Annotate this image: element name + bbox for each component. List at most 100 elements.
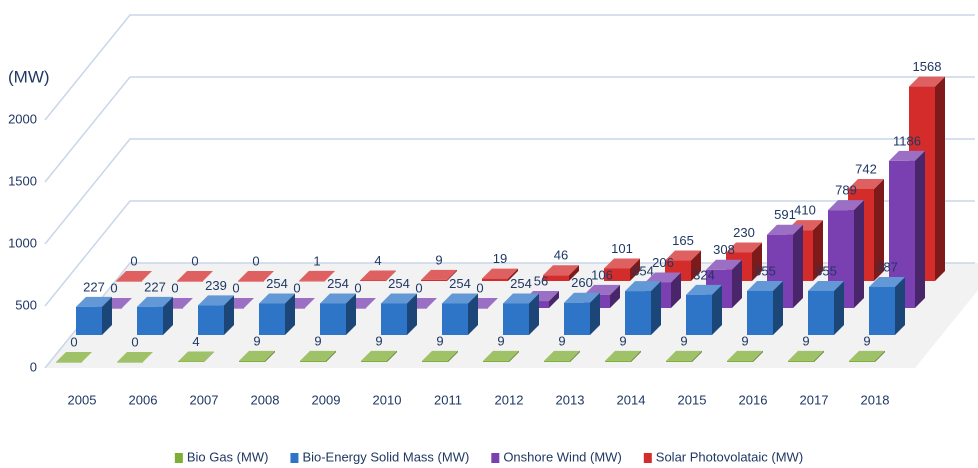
bar-top <box>727 350 763 361</box>
data-label: 227 <box>144 279 166 294</box>
bar <box>299 280 325 282</box>
bar-side <box>895 277 905 335</box>
data-label: 9 <box>497 333 504 348</box>
legend-marker <box>643 453 652 463</box>
bar <box>666 360 692 362</box>
bar-side <box>570 350 580 362</box>
data-label: 254 <box>388 276 410 291</box>
y-tick-label: 0 <box>30 359 37 374</box>
bar <box>849 360 875 362</box>
bar-side <box>102 296 112 335</box>
data-label: 101 <box>611 241 633 256</box>
data-label: 789 <box>835 183 857 198</box>
data-label: 0 <box>110 280 117 295</box>
bar-side <box>692 350 702 362</box>
bar-side <box>915 150 925 308</box>
x-tick-label: 2018 <box>861 392 890 407</box>
data-label: 46 <box>554 248 568 263</box>
data-label: 254 <box>510 276 532 291</box>
data-label: 9 <box>802 333 809 348</box>
data-label: 227 <box>83 279 105 294</box>
bar-top <box>503 293 539 304</box>
bar <box>442 303 468 335</box>
x-tick-label: 2011 <box>434 392 462 407</box>
y-axis-label: (MW) <box>8 67 50 86</box>
bar-top <box>381 293 417 304</box>
bar-side <box>631 350 641 362</box>
data-label: 254 <box>449 276 471 291</box>
bar-top <box>299 270 335 281</box>
bar-side <box>712 284 722 335</box>
bar-side <box>732 259 742 308</box>
bar-side <box>610 284 620 308</box>
bar <box>239 360 265 362</box>
bar-side <box>285 293 295 335</box>
data-label: 1 <box>313 253 320 268</box>
grid-line <box>44 200 975 307</box>
bar-top <box>178 351 214 362</box>
bar-top <box>909 76 945 87</box>
bar-top <box>137 296 173 307</box>
bar-side <box>813 220 823 281</box>
x-tick-label: 2017 <box>800 392 829 407</box>
x-tick-label: 2015 <box>678 392 707 407</box>
data-label: 410 <box>794 203 816 218</box>
bar-top <box>300 350 336 361</box>
bar <box>421 279 447 281</box>
data-label: 239 <box>205 278 227 293</box>
x-tick-label: 2006 <box>129 392 158 407</box>
bar-top <box>238 271 274 281</box>
legend-marker <box>174 453 183 463</box>
data-label: 9 <box>558 333 565 348</box>
bar <box>422 360 448 362</box>
bar-side <box>386 270 396 281</box>
data-label: 0 <box>70 334 77 349</box>
y-tick-label: 2000 <box>8 111 37 126</box>
bar-side <box>651 281 661 335</box>
bar-top <box>889 150 925 161</box>
bar-side <box>793 224 803 308</box>
y-tick-label: 500 <box>15 297 37 312</box>
grid-line <box>44 14 975 121</box>
bar <box>869 287 895 335</box>
legend-marker <box>290 453 299 463</box>
bar-side <box>569 265 579 281</box>
data-label: 19 <box>493 251 507 266</box>
bar-side <box>325 270 335 281</box>
data-label: 9 <box>619 333 626 348</box>
bar-side <box>387 350 397 362</box>
bar-side <box>529 293 539 335</box>
bar-side <box>468 293 478 335</box>
grid-line <box>44 76 975 183</box>
bar-top <box>645 272 681 283</box>
bar-side <box>753 350 763 362</box>
data-label: 0 <box>130 253 137 268</box>
bar <box>788 360 814 362</box>
bar-top <box>788 350 824 361</box>
legend-label: Bio Gas (MW) <box>187 449 269 464</box>
bar-top <box>422 350 458 361</box>
bar-side <box>874 178 884 281</box>
data-label: 0 <box>171 280 178 295</box>
bar-side <box>204 351 214 362</box>
bar-top <box>808 280 844 291</box>
data-label: 591 <box>774 207 796 222</box>
bar-top <box>239 350 275 361</box>
bar <box>808 290 834 335</box>
bar <box>320 303 346 335</box>
bar-top <box>320 293 356 304</box>
data-label: 9 <box>863 333 870 348</box>
x-tick-label: 2016 <box>739 392 768 407</box>
bar-top <box>625 281 661 292</box>
bar <box>483 360 509 362</box>
legend-label: Bio-Energy Solid Mass (MW) <box>302 449 469 464</box>
data-label: 0 <box>131 334 138 349</box>
bar <box>564 302 590 335</box>
bar-top <box>177 271 213 281</box>
bar <box>137 306 163 335</box>
bar-top <box>117 352 153 362</box>
data-label: 324 <box>693 267 715 282</box>
bar-side <box>854 200 864 308</box>
x-tick-label: 2008 <box>251 392 280 407</box>
